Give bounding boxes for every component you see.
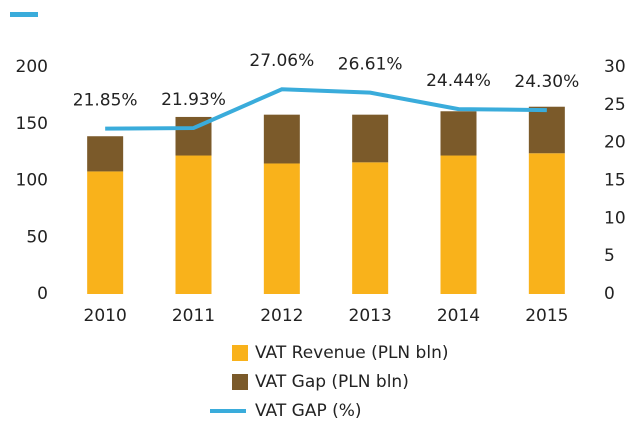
data-label: 27.06% <box>249 51 314 71</box>
x-tick-label: 2013 <box>349 306 392 326</box>
bar-segment <box>87 171 124 294</box>
bar-segment <box>175 155 212 294</box>
corner-accent <box>10 12 38 17</box>
x-tick-label: 2011 <box>172 306 215 326</box>
bar-segment <box>87 136 124 172</box>
x-tick-label: 2012 <box>260 306 303 326</box>
y2-tick-label: 20 <box>604 133 626 153</box>
y2-tick-label: 25 <box>604 95 626 115</box>
bar-segment <box>352 114 389 163</box>
bar-segment <box>352 162 389 294</box>
data-label: 24.30% <box>514 72 579 92</box>
legend-swatch <box>232 374 248 390</box>
line <box>105 87 547 131</box>
data-label: 21.85% <box>73 91 138 111</box>
legend-swatch <box>210 409 246 413</box>
bar-segment <box>263 114 300 164</box>
y-tick-label: 150 <box>16 114 48 134</box>
x-tick-label: 2015 <box>525 306 568 326</box>
legend-label: VAT GAP (%) <box>255 401 362 421</box>
y-tick-label: 0 <box>37 284 48 304</box>
y2-tick-label: 10 <box>604 208 626 228</box>
y-tick-label: 50 <box>26 227 48 247</box>
legend-swatch <box>232 345 248 361</box>
legend-label: VAT Revenue (PLN bln) <box>255 343 448 363</box>
bar-segment <box>440 155 477 294</box>
y2-tick-label: 0 <box>604 284 615 304</box>
y2-tick-label: 30 <box>604 57 626 77</box>
bar-segment <box>528 153 565 294</box>
bar-segment <box>440 111 477 156</box>
data-label: 21.93% <box>161 90 226 110</box>
y-tick-label: 200 <box>16 57 48 77</box>
bar-segment <box>528 106 565 154</box>
bar-segment <box>263 163 300 294</box>
data-label: 24.44% <box>426 71 491 91</box>
legend-label: VAT Gap (PLN bln) <box>255 372 409 392</box>
y2-tick-label: 5 <box>604 246 615 266</box>
x-tick-label: 2010 <box>84 306 127 326</box>
y2-tick-label: 15 <box>604 171 626 191</box>
x-tick-label: 2014 <box>437 306 480 326</box>
data-label: 26.61% <box>338 55 403 75</box>
y-tick-label: 100 <box>16 171 48 191</box>
